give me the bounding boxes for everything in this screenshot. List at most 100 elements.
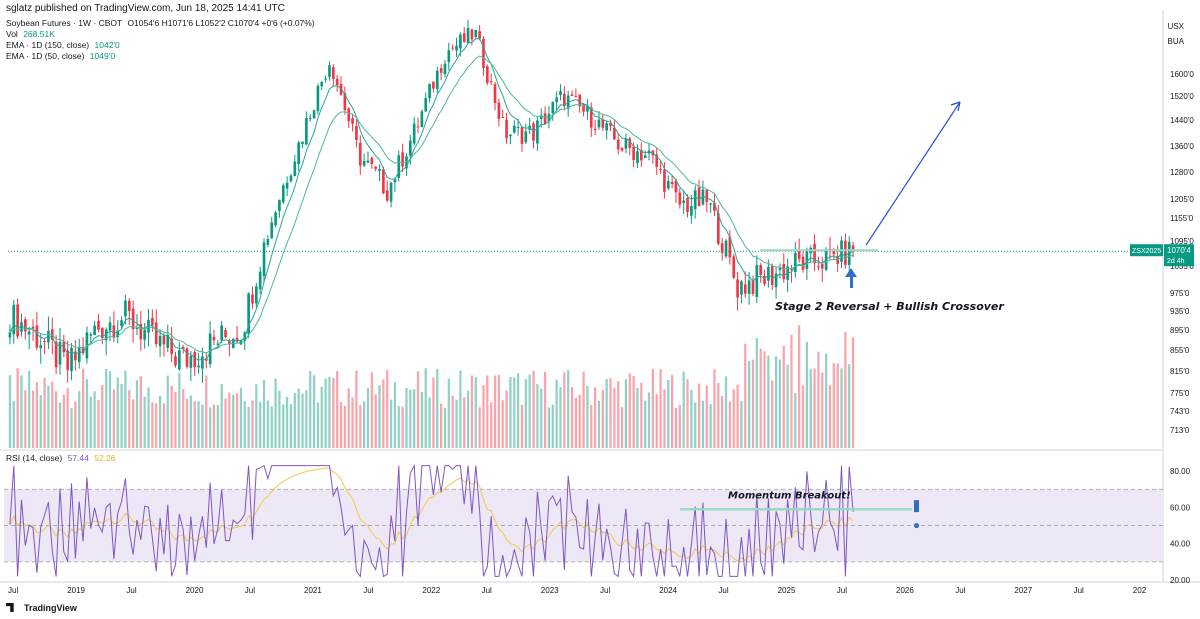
- volume-bar: [24, 390, 27, 448]
- candle-body: [539, 115, 543, 120]
- symbol-legend[interactable]: Soybean Futures · 1W · CBOT O1054'6 H107…: [6, 18, 315, 28]
- volume-bar: [551, 404, 554, 448]
- candle-body: [624, 138, 628, 149]
- volume-bar: [828, 385, 832, 448]
- volume-bar: [736, 384, 739, 448]
- volume-bar: [836, 363, 839, 448]
- volume-bar: [790, 334, 793, 448]
- volume-bar: [759, 348, 762, 448]
- candle-body: [124, 300, 127, 317]
- candles-group: [8, 19, 855, 448]
- candle-body: [332, 67, 335, 79]
- candle-body: [732, 256, 736, 278]
- candle-body: [174, 356, 177, 366]
- projection-arrow-line: [865, 101, 961, 246]
- candle-body: [278, 199, 281, 212]
- volume-bar: [755, 338, 758, 448]
- volume-bar: [128, 389, 131, 448]
- volume-bar: [336, 370, 339, 448]
- volume-bar: [51, 381, 54, 448]
- currency-label: USX: [1167, 22, 1184, 31]
- candle-body: [289, 175, 293, 182]
- time-tick-label: 2026: [896, 586, 914, 595]
- volume-bar: [97, 399, 100, 448]
- volume-bar: [405, 388, 408, 448]
- candle-body: [532, 123, 535, 141]
- price-tick-label: 775'0: [1170, 389, 1190, 398]
- candle-body: [101, 327, 104, 339]
- ema50-legend[interactable]: EMA · 1D (50, close) 1049'0: [6, 51, 115, 61]
- volume-bar: [455, 399, 458, 448]
- volume-bar: [636, 388, 639, 448]
- candle-body: [459, 34, 462, 49]
- candle-body: [112, 325, 116, 338]
- volume-bar: [609, 378, 612, 448]
- volume-bar: [81, 368, 85, 448]
- volume-bar: [705, 385, 708, 448]
- candle-body: [158, 335, 162, 347]
- candle-body: [589, 107, 593, 128]
- candle-body: [636, 151, 639, 164]
- volume-bar: [786, 364, 789, 448]
- volume-bar: [497, 375, 500, 448]
- candle-body: [412, 123, 416, 144]
- volume-bar: [813, 368, 816, 448]
- volume-bar: [713, 369, 716, 448]
- volume-bar: [355, 370, 358, 448]
- price-tick-label: 1360'0: [1170, 142, 1194, 151]
- price-badge-countdown: 2d 4h: [1167, 258, 1185, 265]
- volume-bar: [293, 392, 296, 448]
- candle-body: [251, 294, 254, 304]
- volume-bar: [555, 379, 558, 448]
- candle-body: [358, 142, 362, 166]
- candle-body: [547, 113, 551, 122]
- volume-bar: [601, 389, 604, 448]
- volume-bar: [389, 399, 393, 448]
- volume-bar: [243, 401, 246, 448]
- volume-bar: [363, 401, 366, 448]
- candle-body: [393, 179, 397, 183]
- volume-bar: [366, 388, 370, 448]
- candle-body: [308, 118, 312, 120]
- candle-body: [351, 118, 354, 124]
- time-tick-label: 2024: [659, 586, 677, 595]
- candle-body: [609, 123, 612, 126]
- volume-bar: [74, 401, 77, 448]
- candle-body: [228, 341, 231, 344]
- volume-bar: [89, 396, 92, 448]
- ema150-legend[interactable]: EMA · 1D (150, close) 1042'0: [6, 40, 120, 50]
- volume-bar: [166, 375, 169, 448]
- candle-body: [678, 192, 682, 205]
- volume-bar: [697, 383, 701, 448]
- candle-body: [620, 147, 624, 151]
- candle-body: [782, 264, 786, 280]
- volume-bar: [286, 396, 289, 448]
- volume-bar: [343, 405, 346, 448]
- volume-bar: [112, 389, 115, 448]
- volume-bar: [220, 384, 223, 448]
- volume-bar: [505, 390, 508, 448]
- time-tick-label: Jul: [955, 586, 965, 595]
- candle-body: [366, 160, 370, 163]
- volume-bar: [582, 371, 585, 448]
- volume-bar: [782, 345, 785, 448]
- candle-body: [266, 239, 270, 245]
- candle-body: [39, 345, 43, 349]
- candle-body: [601, 119, 605, 128]
- volume-bar: [66, 388, 69, 448]
- candle-body: [551, 102, 555, 114]
- tradingview-logo[interactable]: TradingView: [6, 603, 77, 613]
- candle-body: [747, 280, 751, 294]
- rsi-legend[interactable]: RSI (14, close) 57.44 52.26: [6, 453, 116, 463]
- volume-bar: [809, 369, 812, 448]
- volume-legend[interactable]: Vol 268.51K: [6, 29, 55, 39]
- volume-bar: [463, 397, 466, 448]
- volume-bar: [632, 375, 635, 448]
- volume-bar: [35, 382, 38, 448]
- volume-bar: [224, 398, 227, 448]
- candle-body: [382, 169, 385, 194]
- volume-bar: [474, 377, 477, 448]
- candle-body: [755, 265, 759, 297]
- volume-bar: [270, 406, 273, 448]
